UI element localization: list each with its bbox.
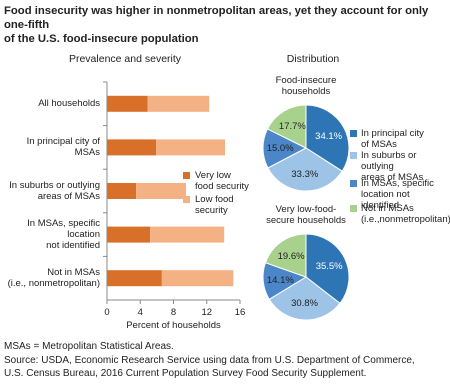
title: Food insecurity was higher in nonmetropo… bbox=[4, 5, 429, 45]
pie-slice bbox=[268, 276, 341, 321]
x-tick-label: 8 bbox=[170, 307, 177, 318]
bar-segment bbox=[107, 270, 162, 287]
legend-label: Very low food security bbox=[195, 170, 249, 192]
y-tick-label: In suburbs or outlying areas of MSAs bbox=[9, 180, 100, 202]
pie-slice bbox=[264, 233, 307, 278]
data-label: 30.8% bbox=[291, 297, 318, 309]
x-tick-label: 12 bbox=[201, 307, 213, 318]
legend-label: In MSAs, specific location not identifie… bbox=[361, 178, 434, 211]
x-tick-label: 16 bbox=[234, 307, 246, 318]
pie-slice bbox=[266, 104, 307, 149]
bar-segment bbox=[150, 226, 225, 243]
data-label: 17.7% bbox=[278, 121, 306, 133]
bar-segment bbox=[147, 95, 210, 112]
bar-segment bbox=[107, 95, 148, 112]
legend-swatch bbox=[350, 130, 357, 137]
legend-swatch bbox=[183, 196, 190, 203]
data-label: 15.0% bbox=[266, 143, 294, 155]
x-tick-label: 0 bbox=[104, 307, 110, 318]
y-tick-label: In principal city of MSAs bbox=[26, 136, 100, 159]
bar-segment bbox=[156, 139, 226, 156]
legend-swatch bbox=[183, 172, 190, 179]
footnote: Source: USDA, Economic Research Service … bbox=[4, 355, 415, 379]
bar-segment bbox=[107, 226, 151, 243]
data-label: 34.1% bbox=[315, 130, 343, 142]
bar-segment bbox=[107, 139, 157, 156]
y-tick-label: Not in MSAs (i.e., nonmetropolitan) bbox=[7, 267, 100, 290]
legend-swatch bbox=[350, 205, 357, 212]
bar-segment bbox=[161, 270, 234, 287]
legend-label: In suburbs or outlying areas of MSAs bbox=[361, 150, 424, 183]
legend-label: Low food security bbox=[195, 194, 234, 216]
data-label: 14.1% bbox=[266, 274, 294, 286]
x-tick-label: 4 bbox=[137, 307, 143, 318]
x-axis-label: Percent of households bbox=[126, 320, 221, 331]
legend-swatch bbox=[350, 180, 357, 187]
data-label: 19.6% bbox=[277, 250, 305, 262]
data-label: 35.5% bbox=[315, 260, 343, 272]
footnote: MSAs = Metropolitan Statistical Areas. bbox=[4, 341, 174, 352]
pie-title: Very low-food- secure households bbox=[266, 204, 346, 226]
y-tick-label: All households bbox=[38, 98, 100, 110]
pie-title: Food-insecure households bbox=[275, 75, 337, 97]
y-tick-label: In MSAs, specific location not identifie… bbox=[27, 218, 100, 252]
legend-swatch bbox=[350, 152, 357, 159]
bar-segment bbox=[136, 183, 186, 199]
legend-label: In principal city of MSAs bbox=[361, 128, 424, 150]
subtitle: Prevalence and severity bbox=[68, 53, 182, 65]
subtitle: Distribution bbox=[286, 53, 340, 65]
data-label: 33.3% bbox=[291, 168, 319, 180]
bar-segment bbox=[107, 183, 137, 199]
pie-slice bbox=[305, 233, 350, 305]
legend-label: Not in MSAs (i.e.,nonmetropolitan) bbox=[361, 203, 450, 225]
